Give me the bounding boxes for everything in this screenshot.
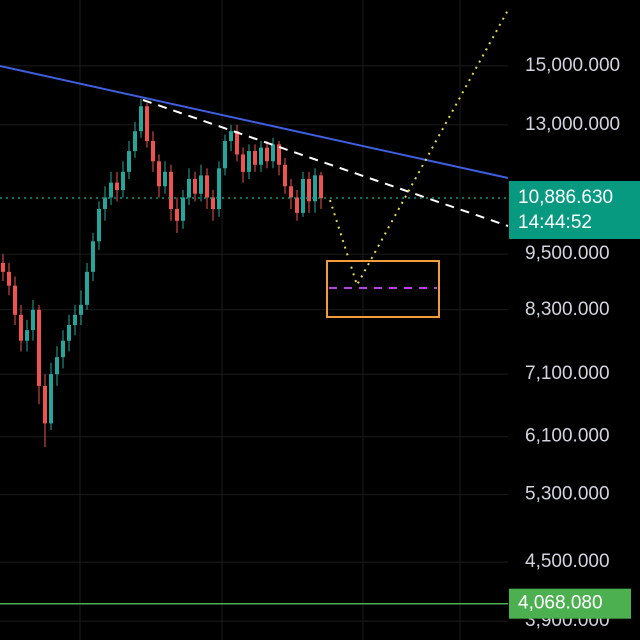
price-line-label: 4,068.080	[518, 593, 603, 614]
candle-body	[187, 178, 191, 198]
candle-body	[19, 314, 23, 341]
candle-body	[25, 330, 29, 341]
vertical-grid	[79, 0, 461, 640]
candle-body	[193, 178, 197, 194]
candle-body	[229, 131, 233, 142]
target-box[interactable]	[326, 260, 440, 318]
candle-body	[259, 147, 263, 165]
candle-body	[115, 182, 119, 190]
price-axis: 15,000.000 13,000.000 9,500.000 8,300.000 7,…	[525, 55, 620, 631]
projection-path[interactable]	[329, 9, 509, 288]
candle-body	[169, 171, 173, 209]
candle-body	[97, 208, 101, 242]
candle-body	[31, 309, 35, 331]
candle-body	[175, 208, 179, 221]
candle-body	[91, 241, 95, 272]
candle-body	[283, 164, 287, 187]
price-line-badge	[509, 588, 631, 619]
candle-body	[217, 168, 221, 209]
drawings	[0, 9, 509, 318]
candle-body	[319, 175, 323, 199]
candle-body	[61, 340, 65, 358]
y-tick-label: 13,000.000	[525, 114, 620, 135]
y-tick-label: 8,300.000	[525, 299, 610, 320]
dashed-trend-line[interactable]	[142, 99, 509, 227]
price-overlays	[0, 197, 508, 605]
candle-body	[253, 151, 257, 165]
candle-body	[127, 151, 131, 172]
candle-body	[67, 324, 71, 341]
y-tick-label: 4,500.000	[525, 551, 610, 572]
candle-body	[145, 106, 149, 142]
candle-body	[73, 314, 77, 325]
candle-body	[133, 131, 137, 152]
candles	[1, 98, 323, 447]
horizontal-grid	[0, 65, 508, 622]
candle-body	[55, 357, 59, 375]
candle-body	[271, 144, 275, 162]
candle-body	[13, 285, 17, 315]
candle-body	[235, 131, 239, 155]
y-tick-label: 5,300.000	[525, 484, 610, 505]
candle-body	[7, 271, 11, 286]
last-price-label: 10,886.630	[518, 187, 613, 208]
candle-body	[79, 304, 83, 315]
candle-body	[121, 171, 125, 190]
trend-line[interactable]	[0, 65, 509, 179]
candle-body	[103, 197, 107, 209]
countdown-label: 14:44:52	[518, 212, 592, 233]
candle-body	[181, 197, 185, 221]
candle-body	[157, 161, 161, 187]
y-tick-label: 9,500.000	[525, 243, 610, 264]
candle-body	[49, 374, 53, 424]
candle-body	[295, 197, 299, 213]
candle-body	[85, 271, 89, 305]
candle-body	[139, 106, 143, 132]
candle-body	[289, 186, 293, 198]
price-badges: 10,886.630 14:44:52 4,068.080	[509, 180, 640, 619]
candle-body	[265, 147, 269, 162]
candle-body	[247, 151, 251, 172]
y-tick-label: 15,000.000	[525, 55, 620, 76]
candle-body	[163, 171, 167, 187]
candle-body	[205, 175, 209, 198]
candle-body	[43, 385, 47, 424]
candle-body	[211, 197, 215, 209]
candle-body	[313, 175, 317, 202]
candle-body	[223, 141, 227, 169]
candle-body	[37, 309, 41, 386]
candle-body	[277, 144, 281, 165]
candle-body	[1, 262, 5, 272]
candle-body	[199, 175, 203, 194]
candle-body	[109, 182, 113, 198]
y-tick-label: 6,100.000	[525, 426, 610, 447]
candle-body	[307, 178, 311, 202]
last-price-badge	[509, 180, 640, 239]
candle-body	[241, 154, 245, 172]
candle-body	[301, 178, 305, 213]
y-tick-label: 7,100.000	[525, 363, 610, 384]
candle-body	[151, 141, 155, 162]
